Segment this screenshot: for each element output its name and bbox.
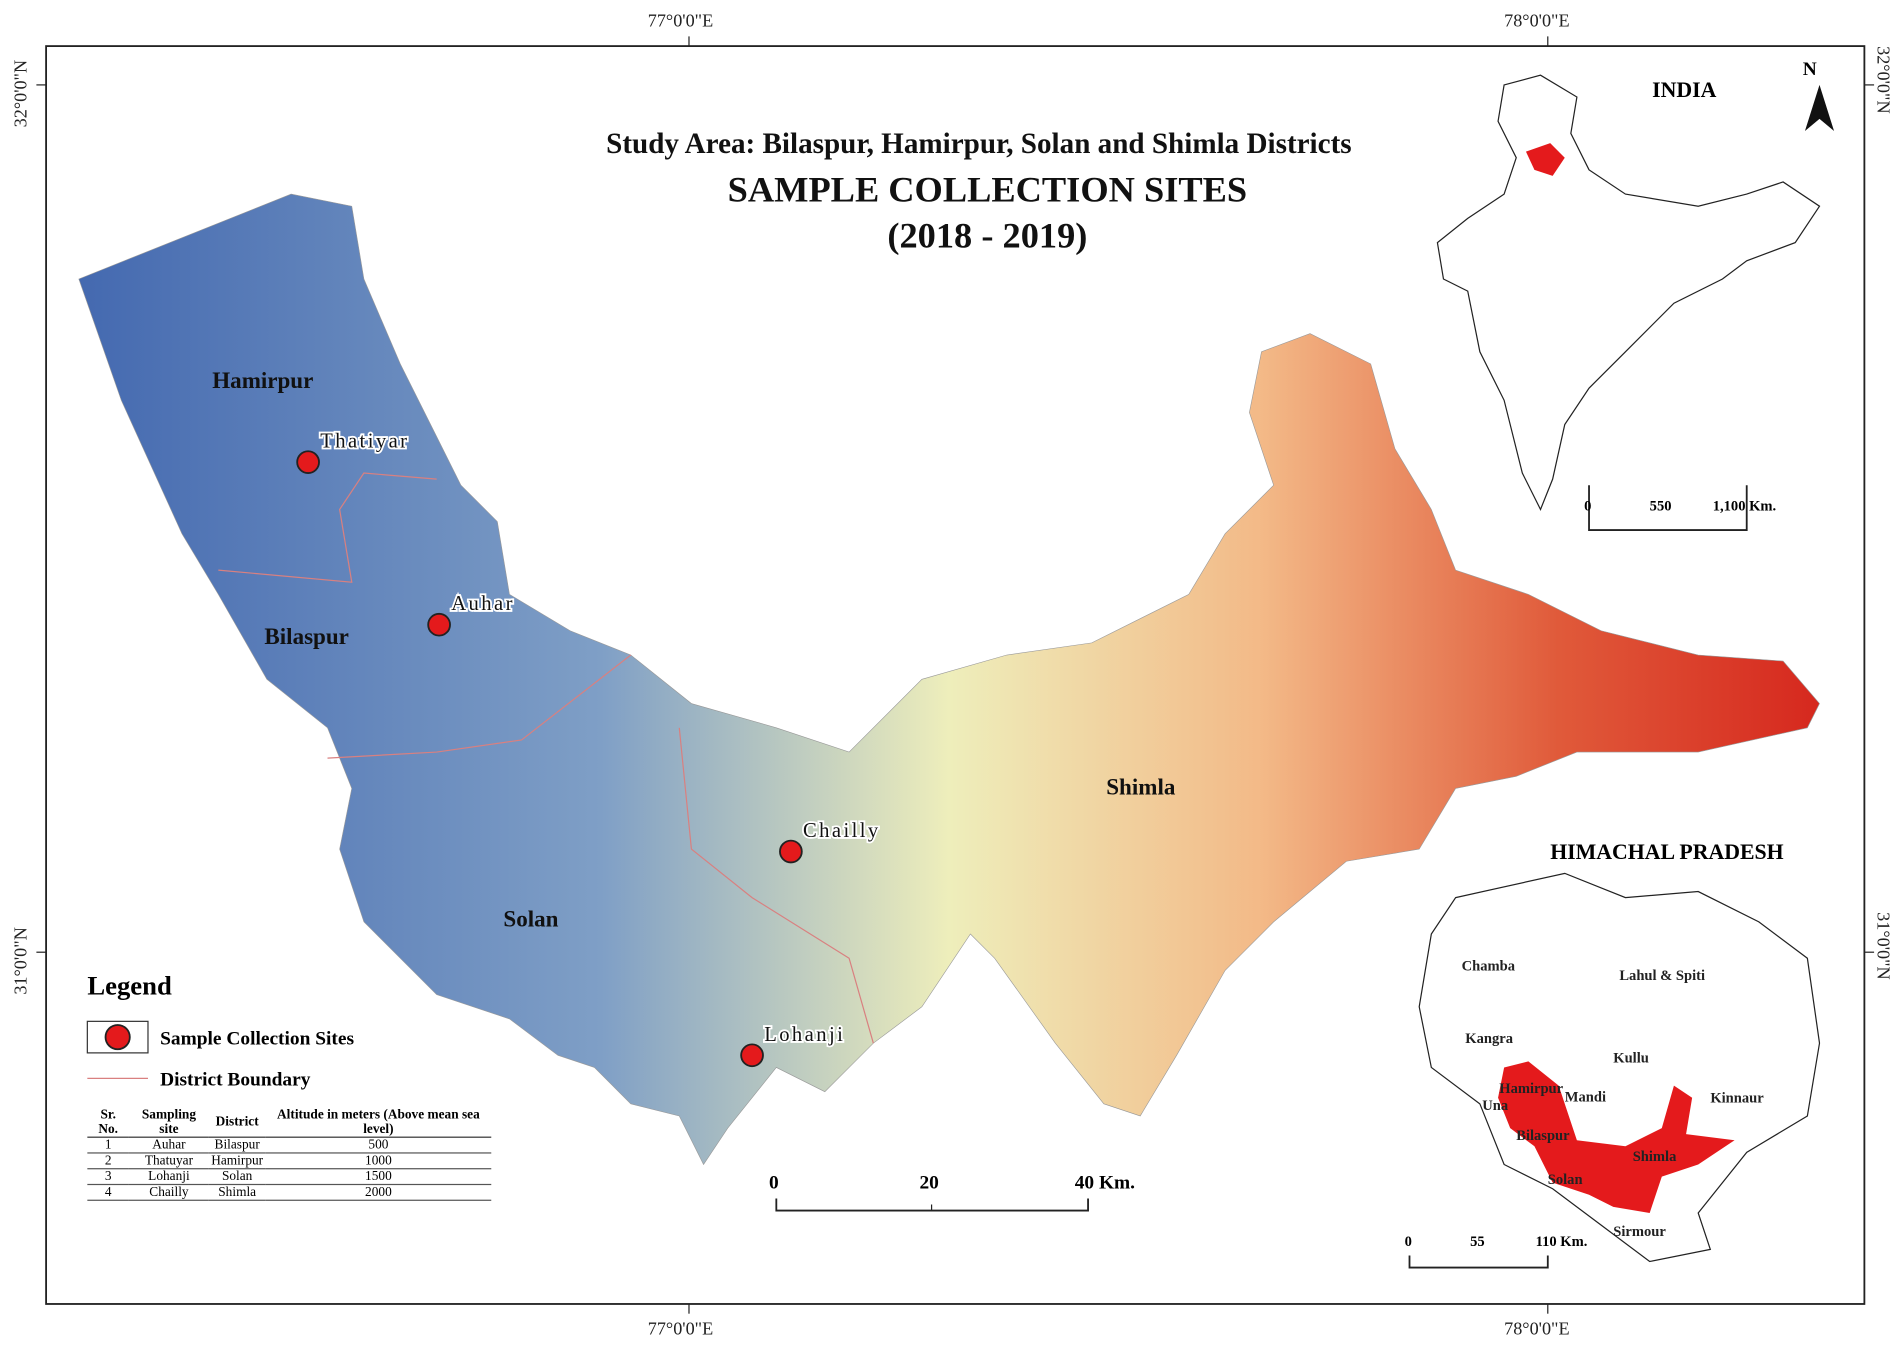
hp-inset: HIMACHAL PRADESH 0 55 110 Km. Chamba Lahu… [1405, 840, 1821, 1269]
hp-district-label: Sirmour [1613, 1224, 1666, 1240]
district-label: Bilaspur [264, 623, 348, 649]
site-marker [779, 839, 803, 864]
hp-district-label: Kangra [1465, 1031, 1513, 1047]
table-header: Sr. No. [87, 1107, 130, 1138]
title: (2018 - 2019) [887, 215, 1087, 255]
north-arrow [1804, 84, 1835, 132]
scale-label: 550 [1650, 499, 1672, 515]
india-inset: INDIA 0 550 1,100 Km. N [1436, 59, 1835, 531]
table-cell: 2000 [265, 1184, 492, 1201]
coord-label: 78°0'0"E [1504, 11, 1569, 31]
hp-district-label: Kullu [1613, 1051, 1649, 1067]
scale-label: 55 [1470, 1234, 1485, 1250]
coord-label: 31°0'0"N [1874, 912, 1894, 979]
table-cell: 1500 [265, 1168, 492, 1186]
table-row: 4 Chailly Shimla 2000 [87, 1184, 492, 1201]
district-label: Solan [503, 906, 558, 932]
scale-label: 0 [769, 1173, 779, 1194]
table-row: 3 Lohanji Solan 1500 [87, 1168, 492, 1186]
table-cell: Shimla [208, 1184, 266, 1201]
coord-label: 32°0'0"N [1874, 46, 1894, 113]
table-header: District [208, 1107, 266, 1138]
table-cell: 4 [87, 1184, 130, 1201]
table-row: 2 Thatuyar Hamirpur 1000 [87, 1152, 492, 1170]
hp-district-label: Una [1482, 1098, 1509, 1114]
district-label: Shimla [1106, 774, 1176, 800]
site-label: Thatiyar [320, 431, 409, 453]
title: SAMPLE COLLECTION SITES [728, 169, 1248, 209]
title: Study Area: Bilaspur, Hamirpur, Solan an… [606, 128, 1351, 160]
hp-district-label: Lahul & Spiti [1619, 968, 1705, 984]
coord-label: 31°0'0"N [11, 927, 31, 994]
table-cell: 2 [87, 1152, 130, 1170]
scale-bar [775, 1198, 1089, 1212]
frame [45, 45, 1866, 1305]
scale-label: 110 Km. [1536, 1234, 1588, 1250]
hp-district-label: Hamirpur [1499, 1081, 1563, 1097]
legend-symbol [104, 1024, 131, 1051]
site-label: Chailly [803, 820, 881, 842]
district-label: Hamirpur [212, 367, 313, 393]
coord-label: 77°0'0"E [648, 1318, 713, 1338]
table-cell: Bilaspur [208, 1137, 266, 1154]
site-marker [427, 612, 451, 637]
coord-label: 78°0'0"E [1504, 1318, 1569, 1338]
hp-district-label: Bilaspur [1516, 1128, 1570, 1144]
scale-label: 1,100 Km. [1713, 499, 1776, 515]
hp-district-label: Mandi [1565, 1089, 1606, 1105]
table-cell: 500 [265, 1137, 492, 1154]
table-cell: Solan [208, 1168, 266, 1186]
north-arrow-label: N [1803, 59, 1817, 80]
coord-label: 32°0'0"N [11, 60, 31, 127]
hp-district-label: Solan [1548, 1172, 1583, 1188]
legend-item: District Boundary [160, 1070, 311, 1091]
site-label: Auhar [451, 593, 515, 615]
study-area [78, 193, 1820, 1166]
table-cell: 1000 [265, 1152, 492, 1170]
table-cell: Thatuyar [129, 1152, 209, 1170]
sites-table: Sr. No. Sampling site District Altitude in … [87, 1107, 492, 1201]
table-cell: Lohanji [129, 1168, 209, 1186]
table-cell: 3 [87, 1168, 130, 1186]
legend-item: Sample Collection Sites [160, 1028, 354, 1049]
site-marker [740, 1043, 764, 1068]
table-cell: 1 [87, 1137, 130, 1154]
site-marker [296, 450, 320, 474]
scale-label: 0 [1584, 499, 1591, 515]
scale-label: 40 Km. [1075, 1173, 1135, 1194]
table-header: Sampling site [129, 1107, 209, 1138]
hp-district-label: Chamba [1462, 958, 1516, 974]
legend-title: Legend [87, 971, 172, 1001]
table-cell: Hamirpur [208, 1152, 266, 1170]
table-header: Altitude in meters (Above mean sea level… [265, 1107, 492, 1138]
district-boundaries [218, 472, 874, 1044]
graticule [36, 36, 1875, 1314]
hp-district-label: Shimla [1633, 1149, 1677, 1165]
site-label: Lohanji [764, 1024, 845, 1046]
coord-label: 77°0'0"E [648, 11, 713, 31]
table-row: 1 Auhar Bilaspur 500 [87, 1137, 492, 1154]
inset-title: HIMACHAL PRADESH [1550, 840, 1783, 864]
scale-label: 20 [919, 1173, 938, 1194]
scale-label: 0 [1405, 1234, 1412, 1250]
inset-title: INDIA [1652, 78, 1717, 102]
table-cell: Auhar [129, 1137, 209, 1154]
table-cell: Chailly [129, 1184, 209, 1201]
hp-district-label: Kinnaur [1710, 1091, 1764, 1107]
